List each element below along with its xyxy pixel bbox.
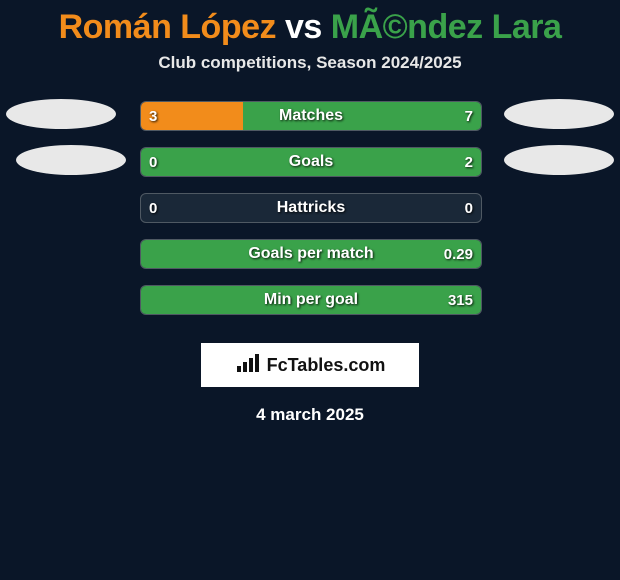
title-vs: vs: [285, 8, 322, 46]
title-player2: MÃ©ndez Lara: [331, 8, 562, 46]
stat-row: Goals per match0.29: [0, 239, 620, 285]
stat-bar: Min per goal315: [140, 285, 482, 315]
stat-rows: Matches37 Goals02 Hattricks0 0 Goals per mat…: [0, 101, 620, 331]
stat-row: Hattricks0 0: [0, 193, 620, 239]
subtitle: Club competitions, Season 2024/2025: [0, 53, 620, 73]
comparison-card: Román López vs MÃ©ndez Lara Club competi…: [0, 8, 620, 425]
stat-label: Hattricks: [141, 194, 481, 222]
stat-bar: Matches37: [140, 101, 482, 131]
logo-text: FcTables.com: [267, 355, 386, 376]
stat-bar: Goals02: [140, 147, 482, 177]
page-title: Román López vs MÃ©ndez Lara: [0, 8, 620, 47]
bar-fill-right: [141, 148, 481, 176]
bar-fill-left: [141, 102, 243, 130]
stat-value-left: 0: [141, 194, 165, 222]
player-avatar: [504, 145, 614, 175]
bar-fill-right: [243, 102, 481, 130]
date-label: 4 march 2025: [0, 405, 620, 425]
player-avatar: [504, 99, 614, 129]
bars-icon: [235, 352, 263, 379]
stat-row: Min per goal315: [0, 285, 620, 331]
bar-fill-right: [141, 240, 481, 268]
stat-bar: Goals per match0.29: [140, 239, 482, 269]
stat-bar: Hattricks0 0: [140, 193, 482, 223]
stat-value-right: 0: [457, 194, 481, 222]
player-avatar: [6, 99, 116, 129]
player-avatar: [16, 145, 126, 175]
source-logo: FcTables.com: [201, 343, 419, 387]
title-player1: Román López: [59, 8, 276, 46]
bar-fill-right: [141, 286, 481, 314]
